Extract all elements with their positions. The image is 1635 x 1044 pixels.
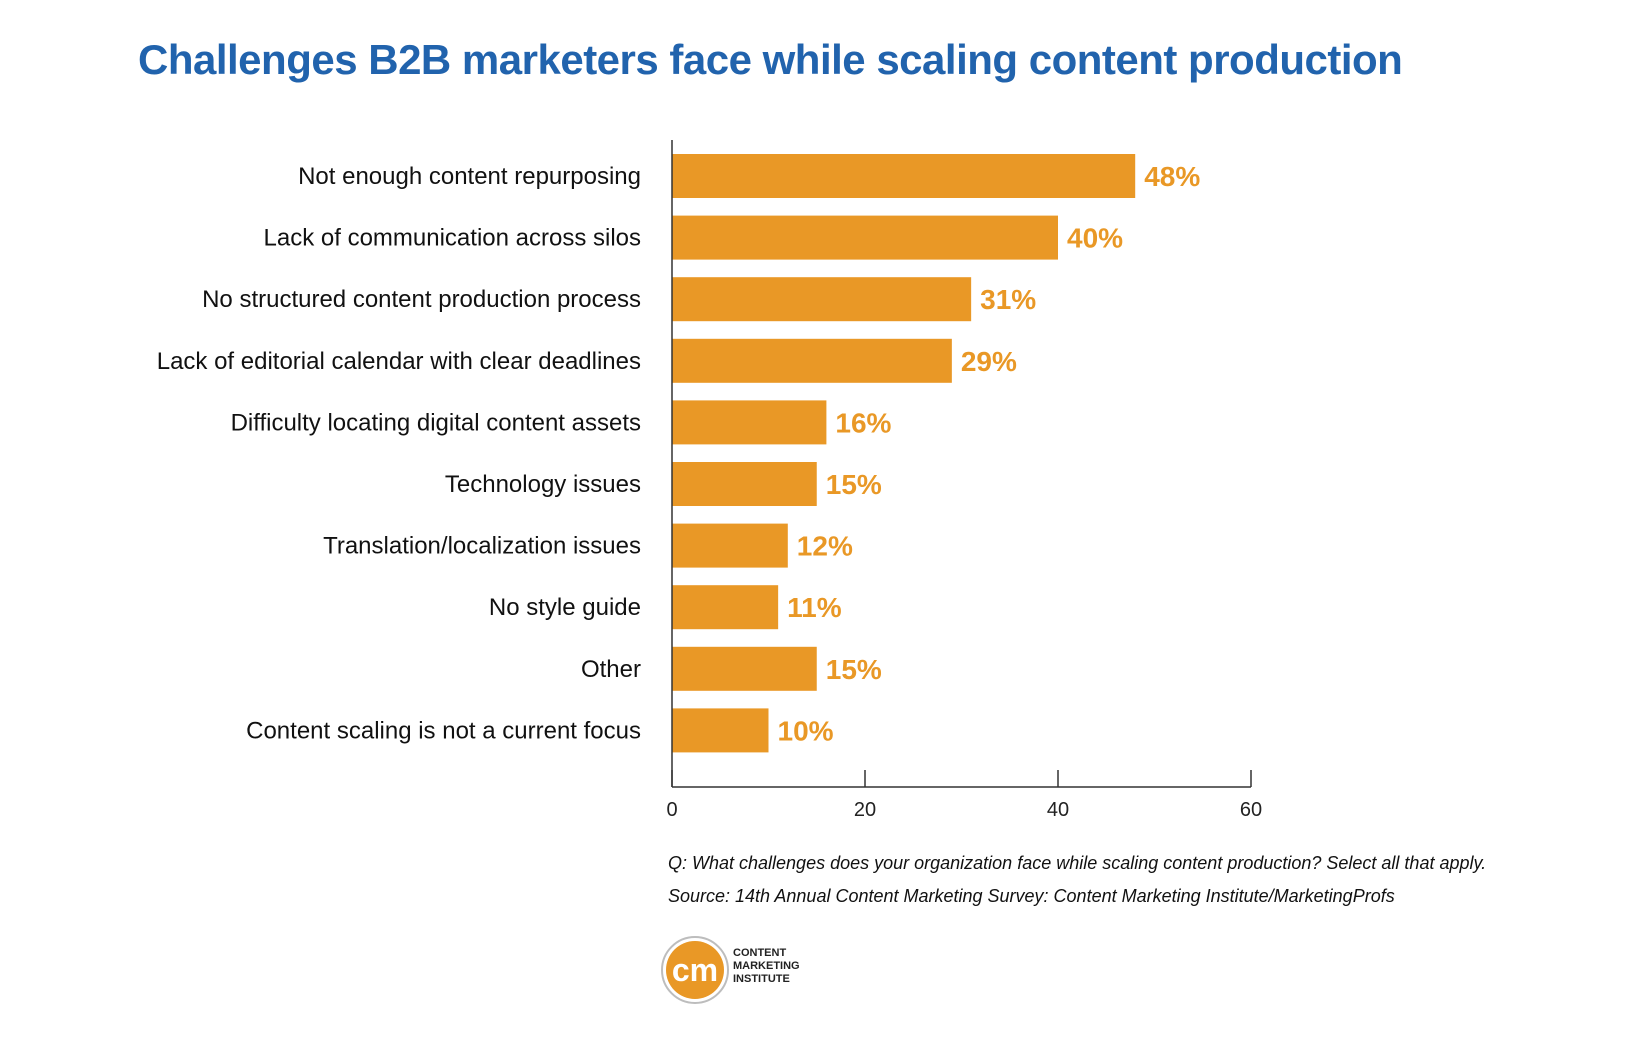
- bar: [672, 400, 827, 445]
- bar: [672, 585, 779, 630]
- bar: [672, 215, 1058, 260]
- logo-mark-text: cm: [672, 952, 718, 988]
- category-label: No style guide: [489, 594, 641, 621]
- logo-line-3: INSTITUTE: [733, 973, 790, 985]
- chart-title: Challenges B2B marketers face while scal…: [138, 36, 1403, 83]
- bar: [672, 708, 769, 753]
- source-note: Source: 14th Annual Content Marketing Su…: [668, 886, 1395, 906]
- value-label: 29%: [961, 346, 1017, 377]
- logo-line-1: CONTENT: [733, 947, 787, 959]
- category-label: Translation/localization issues: [323, 533, 641, 560]
- category-label: No structured content production process: [202, 286, 641, 313]
- bar: [672, 523, 788, 568]
- value-label: 10%: [778, 715, 834, 746]
- value-label: 15%: [826, 654, 882, 685]
- category-label: Other: [581, 656, 641, 683]
- category-label: Not enough content repurposing: [298, 163, 641, 190]
- x-tick-label: 40: [1047, 799, 1069, 821]
- category-labels: Not enough content repurposing Lack of co…: [157, 163, 641, 744]
- survey-question: Q: What challenges does your organizatio…: [668, 853, 1487, 873]
- bar-chart: Not enough content repurposing Lack of co…: [157, 140, 1262, 821]
- bar: [672, 646, 817, 691]
- bar: [672, 277, 972, 322]
- bar: [672, 462, 817, 506]
- cmi-logo-mark: cm: [661, 936, 729, 1004]
- bars-layer: [672, 154, 1136, 753]
- value-labels: 48% 40% 31% 29% 16% 15% 12% 11% 15% 10%: [778, 161, 1201, 746]
- value-label: 12%: [797, 531, 853, 562]
- axes: 0 20 40 60: [666, 140, 1262, 821]
- category-label: Content scaling is not a current focus: [246, 717, 641, 744]
- value-label: 31%: [980, 284, 1036, 315]
- category-label: Lack of communication across silos: [264, 225, 641, 252]
- x-tick-label: 20: [854, 799, 876, 821]
- category-label: Difficulty locating digital content asse…: [231, 409, 641, 436]
- cmi-logo: cm CONTENT MARKETING INSTITUTE: [660, 935, 860, 1005]
- category-label: Technology issues: [445, 471, 641, 498]
- category-label: Lack of editorial calendar with clear de…: [157, 348, 641, 375]
- value-label: 15%: [826, 469, 882, 500]
- value-label: 16%: [835, 407, 891, 438]
- value-label: 48%: [1144, 161, 1200, 192]
- x-tick-label: 0: [666, 799, 677, 821]
- bar: [672, 338, 952, 383]
- value-label: 11%: [787, 592, 842, 623]
- value-label: 40%: [1067, 223, 1123, 254]
- logo-wordmark: CONTENT MARKETING INSTITUTE: [733, 947, 800, 986]
- x-tick-label: 60: [1240, 799, 1262, 821]
- bar: [672, 154, 1136, 198]
- logo-line-2: MARKETING: [733, 960, 800, 972]
